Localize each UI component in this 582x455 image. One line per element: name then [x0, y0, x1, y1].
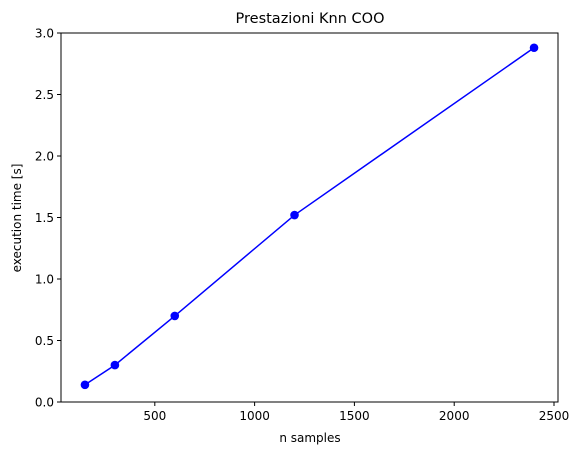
- chart-title: Prestazioni Knn COO: [236, 11, 385, 27]
- y-tick-label: 2.5: [35, 88, 54, 102]
- series-layer: [80, 43, 539, 390]
- y-tick-label: 1.5: [35, 211, 54, 225]
- data-point: [290, 210, 299, 220]
- x-tick-label: 1000: [239, 409, 270, 423]
- x-tick-label: 2000: [439, 409, 470, 423]
- data-point: [80, 380, 90, 390]
- x-tick-label: 500: [143, 409, 166, 423]
- y-tick-label: 0.5: [35, 334, 54, 348]
- y-axis-label: execution time [s]: [10, 164, 24, 273]
- data-point: [110, 360, 120, 370]
- y-tick-label: 3.0: [35, 27, 54, 41]
- data-point: [529, 43, 539, 53]
- x-axis: 500 1000 1500 2000 2500: [143, 402, 569, 423]
- data-point: [170, 311, 180, 321]
- x-axis-label: n samples: [279, 431, 340, 445]
- y-axis: 0.0 0.5 1.0 1.5 2.0 2.5 3.0: [35, 27, 61, 410]
- y-tick-label: 0.0: [35, 396, 54, 410]
- y-tick-label: 1.0: [35, 273, 54, 287]
- x-tick-label: 2500: [539, 409, 570, 423]
- x-tick-label: 1500: [339, 409, 370, 423]
- y-tick-label: 2.0: [35, 150, 54, 164]
